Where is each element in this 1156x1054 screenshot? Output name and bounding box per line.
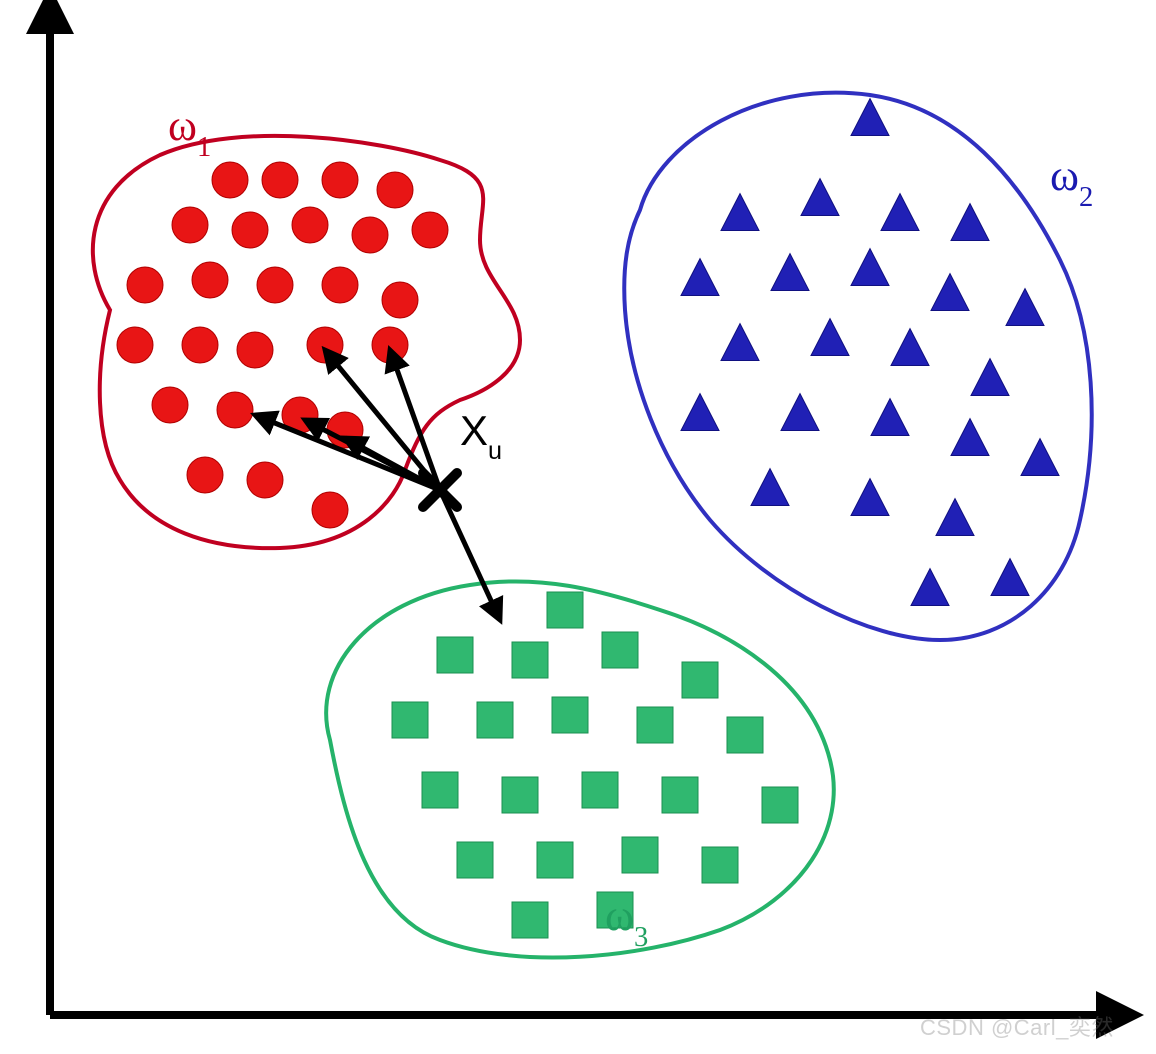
point-omega3 — [762, 787, 798, 823]
point-omega2 — [751, 469, 789, 506]
point-omega2 — [781, 394, 819, 431]
point-omega2 — [851, 99, 889, 136]
cluster-label-omega3: ω3 — [605, 891, 648, 953]
point-omega2 — [721, 324, 759, 361]
point-omega1 — [187, 457, 223, 493]
point-omega3 — [622, 837, 658, 873]
point-omega2 — [681, 259, 719, 296]
point-omega1 — [182, 327, 218, 363]
point-omega2 — [871, 399, 909, 436]
point-omega2 — [951, 204, 989, 241]
point-omega3 — [512, 642, 548, 678]
point-omega1 — [322, 162, 358, 198]
query-point-label: Xu — [460, 407, 502, 465]
point-omega2 — [851, 479, 889, 516]
point-omega2 — [771, 254, 809, 291]
point-omega1 — [127, 267, 163, 303]
point-omega2 — [851, 249, 889, 286]
point-omega1 — [412, 212, 448, 248]
point-omega1 — [307, 327, 343, 363]
point-omega3 — [422, 772, 458, 808]
point-omega1 — [292, 207, 328, 243]
point-omega2 — [681, 394, 719, 431]
point-omega2 — [1006, 289, 1044, 326]
point-omega3 — [547, 592, 583, 628]
point-omega1 — [322, 267, 358, 303]
point-omega2 — [1021, 439, 1059, 476]
diagram-canvas: ω1 ω2 ω3 Xu CSDN @Carl_奕然 — [0, 0, 1156, 1054]
point-omega1 — [237, 332, 273, 368]
point-omega2 — [881, 194, 919, 231]
cluster-label-omega1: ω1 — [168, 101, 211, 163]
point-omega1 — [372, 327, 408, 363]
point-omega3 — [727, 717, 763, 753]
point-omega2 — [936, 499, 974, 536]
point-omega1 — [352, 217, 388, 253]
point-omega3 — [537, 842, 573, 878]
point-omega2 — [811, 319, 849, 356]
point-omega3 — [702, 847, 738, 883]
point-omega2 — [971, 359, 1009, 396]
point-omega3 — [662, 777, 698, 813]
point-omega1 — [262, 162, 298, 198]
point-omega1 — [212, 162, 248, 198]
point-omega1 — [312, 492, 348, 528]
knn-arrow — [440, 490, 500, 620]
point-omega2 — [721, 194, 759, 231]
point-omega3 — [477, 702, 513, 738]
watermark-text: CSDN @Carl_奕然 — [920, 1010, 1114, 1042]
point-omega3 — [457, 842, 493, 878]
point-omega1 — [247, 462, 283, 498]
cluster-boundary-omega1 — [93, 136, 520, 548]
cluster-label-omega2: ω2 — [1050, 151, 1093, 213]
point-omega1 — [382, 282, 418, 318]
point-omega2 — [931, 274, 969, 311]
point-omega1 — [217, 392, 253, 428]
point-omega1 — [192, 262, 228, 298]
cluster-boundary-omega3 — [326, 581, 834, 957]
point-omega2 — [891, 329, 929, 366]
point-omega2 — [911, 569, 949, 606]
point-omega3 — [582, 772, 618, 808]
point-omega1 — [257, 267, 293, 303]
point-omega1 — [117, 327, 153, 363]
point-omega1 — [232, 212, 268, 248]
point-omega2 — [801, 179, 839, 216]
point-omega1 — [172, 207, 208, 243]
point-omega3 — [552, 697, 588, 733]
point-omega3 — [502, 777, 538, 813]
point-omega3 — [512, 902, 548, 938]
point-omega3 — [437, 637, 473, 673]
point-omega3 — [637, 707, 673, 743]
point-omega3 — [682, 662, 718, 698]
point-omega3 — [392, 702, 428, 738]
diagram-svg: ω1 ω2 ω3 Xu — [0, 0, 1156, 1054]
point-omega2 — [951, 419, 989, 456]
point-omega1 — [377, 172, 413, 208]
cluster-boundary-omega2 — [624, 93, 1091, 640]
point-omega1 — [152, 387, 188, 423]
point-omega2 — [991, 559, 1029, 596]
point-omega3 — [602, 632, 638, 668]
